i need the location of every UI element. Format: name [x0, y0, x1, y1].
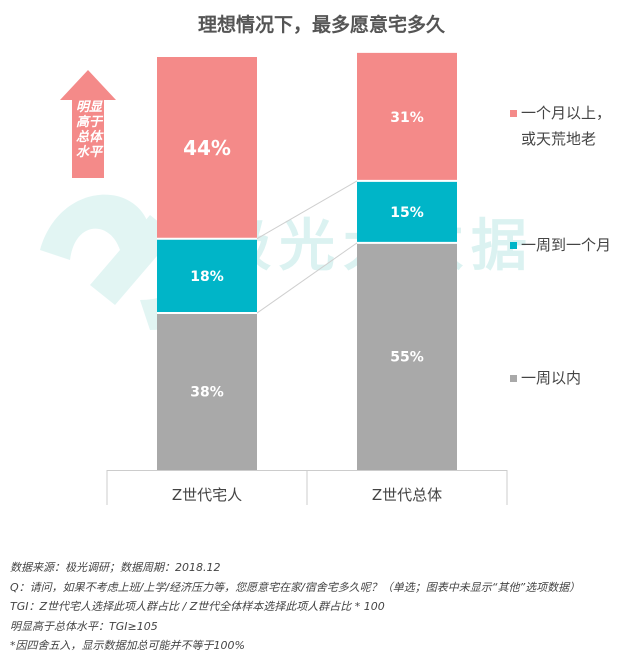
bar-segment [357, 180, 457, 243]
chart-title: 理想情况下，最多愿意宅多久 [197, 14, 445, 36]
legend-label-line2: 或天荒地老 [521, 130, 596, 148]
connector-line [256, 242, 358, 314]
data-label: 38% [190, 385, 224, 401]
callout-text: 总体 [76, 129, 104, 145]
legend-label: 一周到一个月 [521, 236, 611, 254]
bar-segment [357, 242, 457, 470]
x-tick-label: Z世代宅人 [172, 486, 242, 504]
legend-label: 一个月以上， [521, 104, 611, 122]
bar-segment [157, 238, 257, 314]
note-rounding: *因四舍五入，显示数据加总可能并不等于100% [10, 639, 245, 653]
connector-line [256, 180, 358, 240]
bar-segment [157, 57, 257, 239]
legend-swatch [510, 375, 517, 382]
note-question: Q：请问，如果不考虑上班/上学/经济压力等，您愿意宅在家/宿舍宅多久呢？（单选；… [10, 580, 581, 594]
note-source: 数据来源：极光调研；数据周期：2018.12 [10, 561, 221, 574]
x-tick-label: Z世代总体 [372, 486, 442, 504]
up-arrow-icon [60, 70, 116, 178]
legend-label: 一周以内 [521, 369, 581, 387]
watermark: 极光大数据 [40, 194, 527, 330]
callout-text: 水平 [76, 144, 104, 160]
data-label: 44% [183, 136, 231, 160]
x-axis: Z世代宅人 Z世代总体 [106, 470, 508, 505]
note-tgi: TGI：Z世代宅人选择此项人群占比 / Z世代全体样本选择此项人群占比 * 10… [10, 600, 385, 614]
bar-segment [357, 52, 457, 181]
note-threshold: 明显高于总体水平：TGI≥105 [10, 619, 158, 633]
callout-text: 高于 [76, 114, 104, 130]
data-label: 55% [390, 349, 424, 365]
data-label: 31% [390, 110, 424, 126]
legend-swatch [510, 242, 517, 249]
stacked-bar-chart: 极光大数据 38% 18% 44% 55% 15% 31% Z世代宅人 Z世代总体 一个月以… [40, 52, 611, 505]
bars-layer: 38% 18% 44% 55% 15% 31% [157, 52, 457, 470]
bar-segment [157, 313, 257, 470]
legend-swatch [510, 110, 517, 117]
callout-text: 明显 [76, 100, 103, 115]
footnotes: 数据来源：极光调研；数据周期：2018.12 Q：请问，如果不考虑上班/上学/经… [10, 558, 635, 656]
data-label: 18% [190, 269, 224, 285]
data-label: 15% [390, 205, 424, 221]
callout-arrow: 明显高于总体水平 [60, 70, 116, 178]
